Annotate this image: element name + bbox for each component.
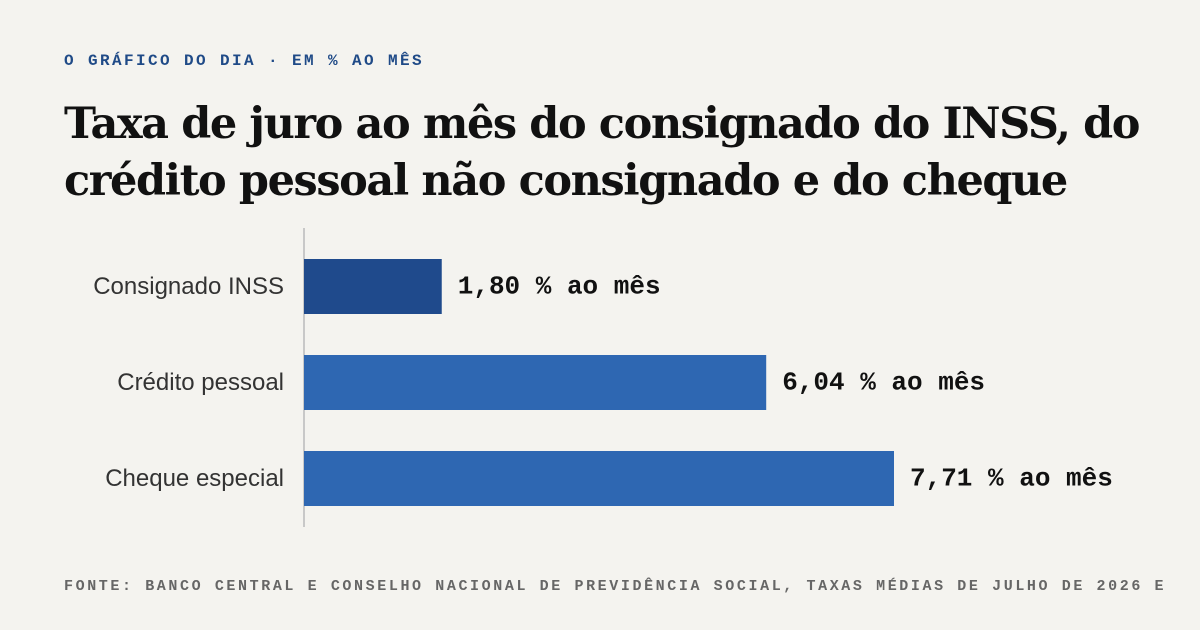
bar — [304, 451, 894, 506]
chart-kicker: O GRÁFICO DO DIA · EM % AO MÊS — [64, 52, 425, 70]
value-label: 1,80 % ao mês — [458, 272, 661, 302]
value-label: 7,71 % ao mês — [910, 464, 1113, 494]
category-label: Crédito pessoal — [117, 369, 284, 396]
chart-title: Taxa de juro ao mês do consignado do INS… — [64, 99, 1140, 206]
category-label: Consignado INSS — [93, 273, 284, 300]
bar — [304, 355, 767, 410]
category-label: Cheque especial — [105, 465, 284, 492]
value-label: 6,04 % ao mês — [782, 368, 985, 398]
bar — [304, 259, 442, 314]
source-footnote: FONTE: BANCO CENTRAL E CONSELHO NACIONAL… — [64, 578, 1167, 595]
